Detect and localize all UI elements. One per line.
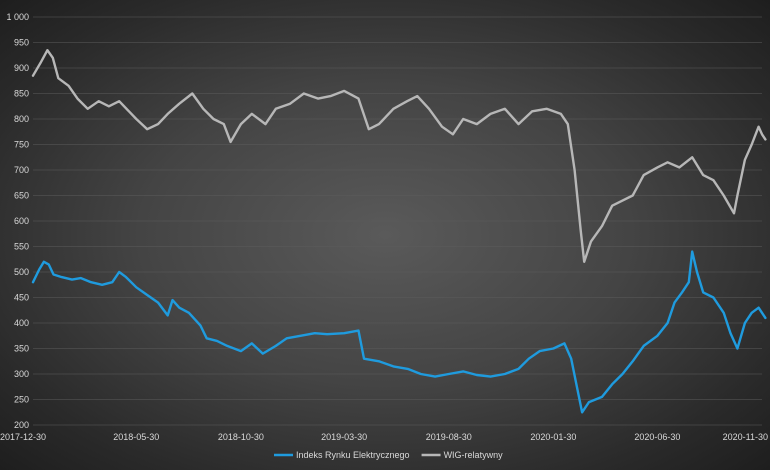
x-tick-label: 2018-10-30 [218,432,264,442]
y-axis-ticks: 200 250 300 350 400 450 500 550 600 650 700 750 800 8… [6,12,29,430]
y-tick-label: 950 [14,38,29,48]
series-lines [31,49,767,414]
x-tick-label: 2019-03-30 [321,432,367,442]
x-tick-label: 2017-12-30 [0,432,46,442]
y-tick-label: 250 [14,395,29,405]
y-tick-label: 900 [14,63,29,73]
series-line-wig-relatywny [31,49,767,263]
y-tick-label: 600 [14,216,29,226]
y-tick-label: 550 [14,242,29,252]
y-tick-label: 300 [14,369,29,379]
x-tick-label: 2020-06-30 [634,432,680,442]
y-tick-label: 500 [14,267,29,277]
y-tick-label: 1 000 [6,12,29,22]
y-tick-label: 850 [14,89,29,99]
x-tick-label: 2020-11-30 [723,432,768,442]
y-tick-label: 400 [14,318,29,328]
y-tick-label: 750 [14,140,29,150]
y-tick-label: 350 [14,344,29,354]
x-tick-label: 2020-01-30 [530,432,576,442]
legend-label-indeks-rynku-elektrycznego: Indeks Rynku Elektrycznego [296,450,410,460]
legend: Indeks Rynku Elektrycznego WIG-relatywny [274,450,503,460]
x-axis-ticks: 2017-12-30 2018-05-30 2018-10-30 2019-03-30… [0,432,768,442]
y-tick-label: 800 [14,114,29,124]
y-tick-label: 700 [14,165,29,175]
gridlines [33,16,762,426]
y-tick-label: 450 [14,293,29,303]
y-tick-label: 650 [14,191,29,201]
y-tick-label: 200 [14,420,29,430]
x-tick-label: 2018-05-30 [113,432,159,442]
series-line-indeks-rynku-elektrycznego [31,250,767,414]
x-tick-label: 2019-08-30 [426,432,472,442]
legend-label-wig-relatywny: WIG-relatywny [444,450,504,460]
